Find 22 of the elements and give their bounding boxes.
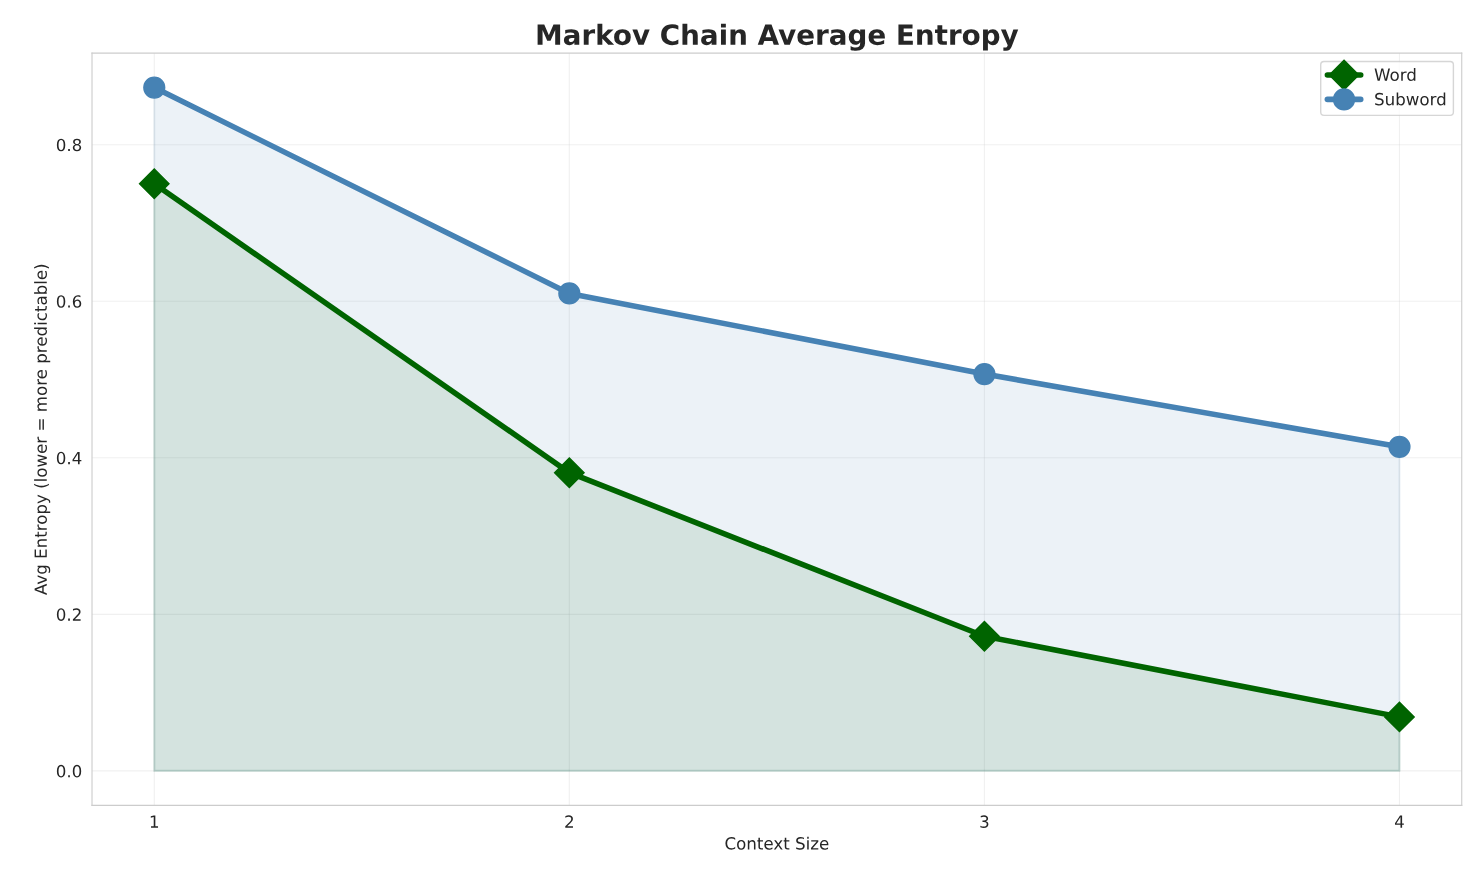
x-tick-label: 4 (1394, 815, 1404, 828)
legend-label: Subword (1375, 92, 1446, 106)
y-tick-label: 0.8 (56, 138, 82, 152)
x-tick-label: 2 (565, 815, 573, 828)
y-axis-title: Avg Entropy (lower = more predictable) (34, 264, 51, 595)
point (968, 620, 1000, 652)
point (1388, 435, 1411, 458)
point (1384, 701, 1415, 733)
x-tick-label: 1 (150, 815, 159, 828)
chart-title: Markov Chain Average Entropy (537, 23, 1019, 51)
point (558, 282, 581, 305)
point (143, 76, 166, 99)
point (138, 168, 170, 200)
y-tick-label: 0.0 (56, 764, 82, 778)
y-tick-label: 0.2 (56, 608, 81, 621)
y-tick-label: 0.4 (56, 451, 82, 465)
x-axis-title: Context Size (725, 836, 829, 850)
legend-label: Word (1374, 68, 1416, 81)
x-tick-label: 3 (980, 815, 989, 828)
point (973, 362, 996, 386)
point (553, 457, 585, 489)
y-tick-label: 0.6 (56, 295, 82, 308)
